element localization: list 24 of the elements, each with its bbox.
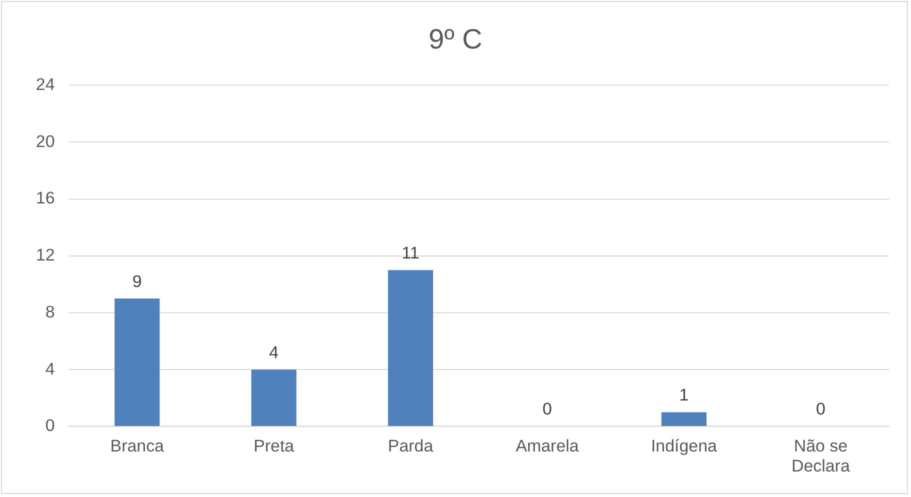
bar <box>388 270 434 426</box>
x-tick-label: Preta <box>254 436 295 456</box>
y-tick-label: 8 <box>45 302 55 322</box>
data-label: 1 <box>679 386 689 404</box>
bar <box>251 370 296 426</box>
x-tick-label: Branca <box>110 436 165 456</box>
x-tick-label: Parda <box>388 436 434 456</box>
bar <box>661 412 707 426</box>
y-tick-label: 24 <box>36 74 55 94</box>
y-tick-label: 0 <box>45 416 55 436</box>
y-tick-label: 4 <box>45 359 55 378</box>
data-label: 4 <box>269 342 279 362</box>
x-tick-label: Amarela <box>516 436 580 456</box>
y-tick-label: 20 <box>36 132 55 151</box>
data-label: 9 <box>132 272 142 291</box>
x-tick-label: Indígena <box>650 436 718 456</box>
data-label: 0 <box>542 400 552 419</box>
y-tick-label: 12 <box>36 246 55 265</box>
x-tick-label: Não se Declara <box>791 436 850 476</box>
bar <box>114 298 160 426</box>
y-tick-label: 16 <box>36 188 55 208</box>
chart-title: 9º C <box>428 23 482 54</box>
data-label: 11 <box>402 243 420 262</box>
data-label: 0 <box>816 400 826 419</box>
